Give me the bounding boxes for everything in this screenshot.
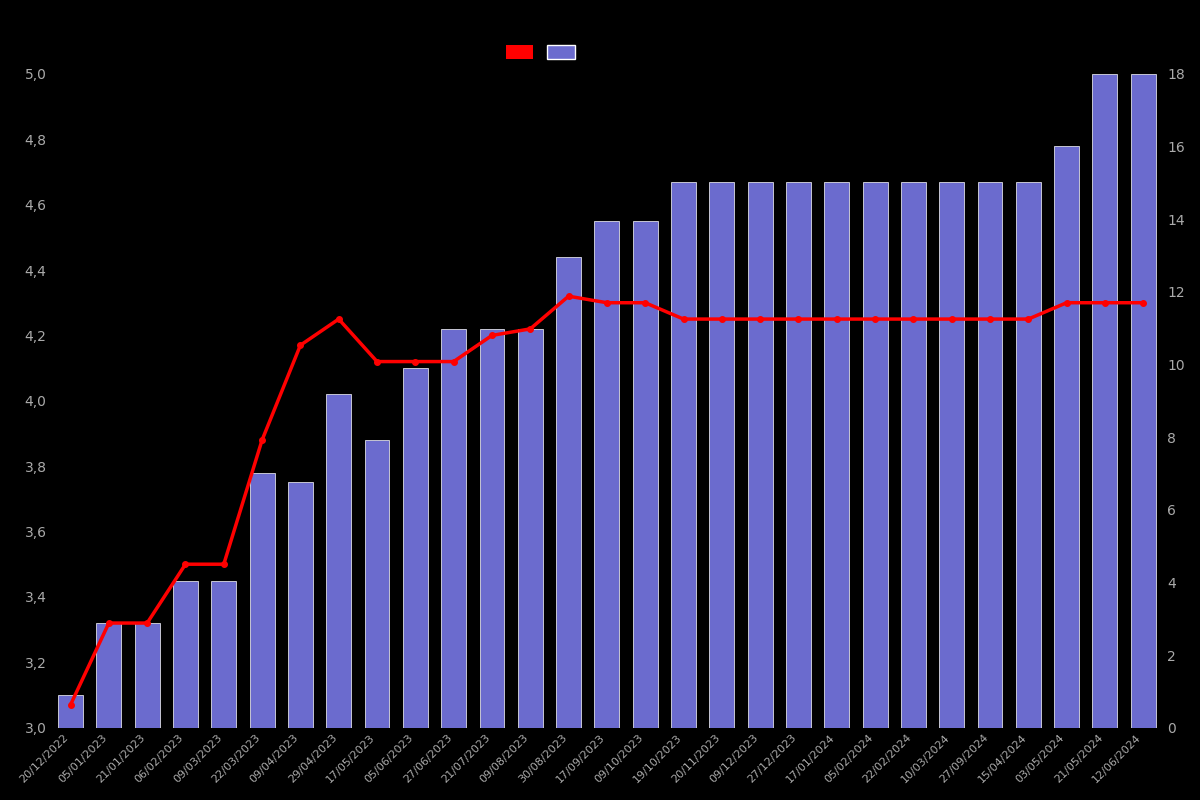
Bar (250, 473, 275, 728)
Bar (978, 182, 1002, 728)
Bar (288, 482, 313, 728)
Bar (442, 329, 466, 728)
Bar (709, 182, 734, 728)
Bar (901, 182, 926, 728)
Bar (824, 182, 850, 728)
Bar (1092, 74, 1117, 728)
Bar (173, 581, 198, 728)
Bar (1054, 146, 1079, 728)
Bar (326, 394, 352, 728)
Bar (671, 182, 696, 728)
Bar (403, 368, 427, 728)
Bar (863, 182, 888, 728)
Bar (211, 581, 236, 728)
Bar (1016, 182, 1040, 728)
Bar (786, 182, 811, 728)
Bar (594, 221, 619, 728)
Bar (134, 623, 160, 728)
Bar (480, 329, 504, 728)
Bar (365, 440, 390, 728)
Bar (58, 695, 83, 728)
Bar (748, 182, 773, 728)
Bar (632, 221, 658, 728)
Bar (96, 623, 121, 728)
Bar (1130, 74, 1156, 728)
Bar (518, 329, 542, 728)
Bar (556, 257, 581, 728)
Legend: , : , (505, 45, 575, 60)
Bar (940, 182, 964, 728)
